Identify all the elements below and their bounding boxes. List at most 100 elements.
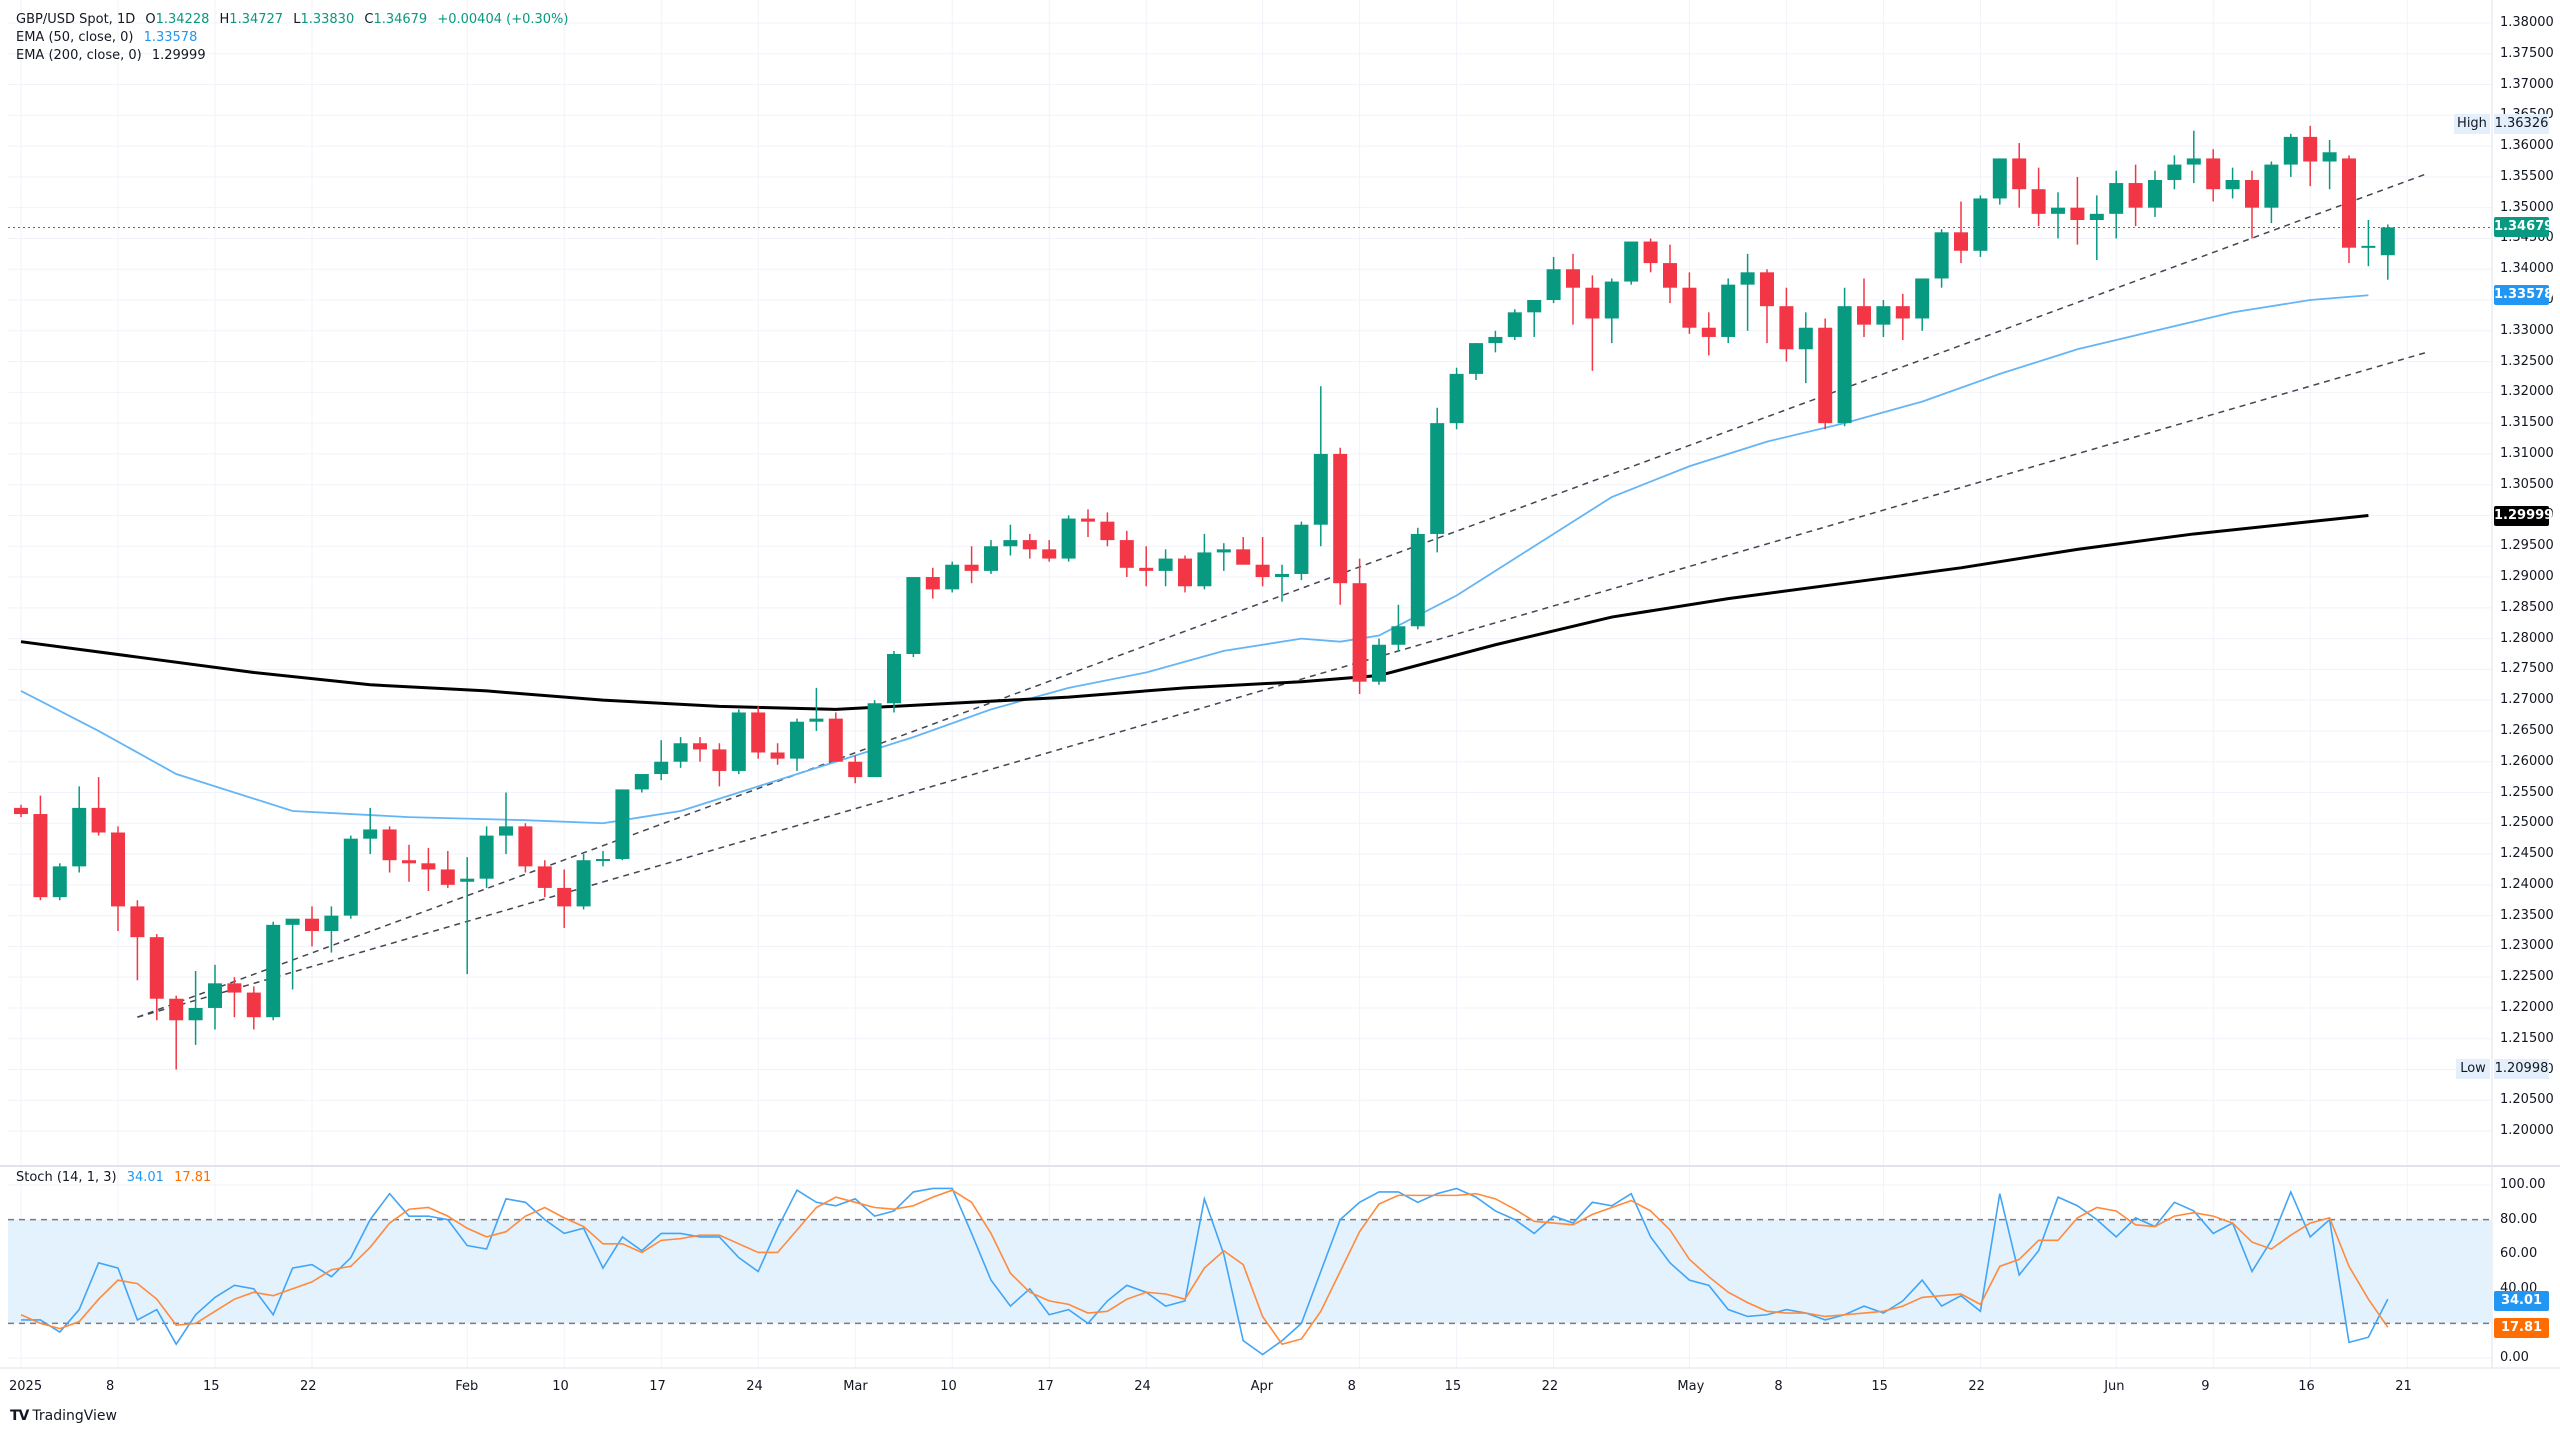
price-tick: 1.27500 <box>2500 661 2554 677</box>
price-tick: 1.37500 <box>2500 45 2554 61</box>
change-value: +0.00404 (+0.30%) <box>437 12 569 27</box>
high-value: 1.34727 <box>229 12 284 27</box>
close-value: 1.34679 <box>373 12 428 27</box>
price-tick: 1.23000 <box>2500 938 2554 954</box>
tradingview-logo[interactable]: TV TradingView <box>10 1408 117 1424</box>
symbol-label: GBP/USD Spot, 1D <box>16 12 136 27</box>
last-price-tag: 1.34679 <box>2494 217 2553 238</box>
ema-lines <box>20 294 2369 825</box>
price-tick: 1.23500 <box>2500 907 2554 923</box>
stoch-tick: 100.00 <box>2500 1177 2546 1192</box>
ema50-label: EMA (50, close, 0) <box>16 30 134 45</box>
time-tick: 10 <box>940 1379 957 1394</box>
high-label: H <box>219 12 230 27</box>
price-tick: 1.25500 <box>2500 784 2554 800</box>
price-tick: 1.35000 <box>2500 199 2554 215</box>
time-tick: 15 <box>1871 1379 1888 1394</box>
time-tick: 17 <box>1037 1379 1054 1394</box>
grid-lines <box>0 0 2560 1369</box>
high-tag-label: High <box>2454 114 2490 134</box>
price-tick: 1.31500 <box>2500 415 2554 431</box>
time-tick: Apr <box>1250 1379 1274 1394</box>
price-tick: 1.26500 <box>2500 722 2554 738</box>
ema200-label: EMA (200, close, 0) <box>16 48 142 63</box>
time-tick: 16 <box>2298 1379 2315 1394</box>
stoch-legend[interactable]: Stoch (14, 1, 3) 34.01 17.81 <box>16 1170 217 1185</box>
time-tick: 24 <box>1134 1379 1151 1394</box>
stoch-level-lines <box>8 1218 2492 1325</box>
price-tick: 1.20500 <box>2500 1092 2554 1108</box>
price-tick: 1.36000 <box>2500 138 2554 154</box>
time-tick: May <box>1677 1379 1705 1394</box>
time-tick: 21 <box>2395 1379 2412 1394</box>
ema50-tag: 1.33578 <box>2494 285 2553 306</box>
low-value: 1.33830 <box>300 12 355 27</box>
price-tick: 1.38000 <box>2500 15 2554 30</box>
stoch-tick: 0.00 <box>2500 1350 2529 1365</box>
open-label: O <box>145 12 156 27</box>
price-tick: 1.22500 <box>2500 969 2554 985</box>
stoch-d-tag: 17.81 <box>2494 1318 2549 1338</box>
price-tick: 1.37000 <box>2500 76 2554 92</box>
ema200-legend[interactable]: EMA (200, close, 0) 1.29999 <box>16 48 212 63</box>
ema200-value: 1.29999 <box>151 48 206 63</box>
time-tick: Mar <box>843 1379 868 1394</box>
close-label: C <box>364 12 374 27</box>
low-label: L <box>293 12 301 27</box>
symbol-legend[interactable]: GBP/USD Spot, 1D O1.34228 H1.34727 L1.33… <box>16 12 574 27</box>
trendlines[interactable] <box>137 173 2427 1018</box>
time-tick: 24 <box>746 1379 763 1394</box>
stoch-band <box>8 1219 2492 1324</box>
time-tick: 8 <box>106 1379 115 1394</box>
time-tick: 15 <box>1444 1379 1462 1394</box>
price-tick: 1.32500 <box>2500 353 2554 369</box>
price-tick: 1.21500 <box>2500 1030 2554 1046</box>
price-tick: 1.26000 <box>2500 753 2554 769</box>
high-tag-value: 1.36326 <box>2494 114 2549 134</box>
price-tick: 1.25000 <box>2500 815 2554 831</box>
stoch-d-value: 17.81 <box>174 1170 212 1185</box>
price-tick: 1.29000 <box>2500 569 2554 585</box>
time-tick: 2025 <box>9 1379 43 1394</box>
stoch-tick: 80.00 <box>2500 1211 2538 1227</box>
price-tick: 1.27000 <box>2500 692 2554 708</box>
stoch-k-value: 34.01 <box>126 1170 164 1185</box>
price-tick: 1.28000 <box>2500 630 2554 646</box>
price-tick: 1.28500 <box>2500 599 2554 615</box>
time-tick: Feb <box>455 1379 479 1394</box>
time-tick: 22 <box>1968 1379 1985 1394</box>
ema200-tag: 1.29999 <box>2494 505 2553 526</box>
time-tick: 22 <box>300 1379 317 1394</box>
price-tick: 1.30500 <box>2500 476 2554 492</box>
time-tick: 17 <box>649 1379 666 1394</box>
candlesticks <box>14 125 2395 1070</box>
price-tick: 1.24500 <box>2500 846 2554 862</box>
price-tick: 1.22000 <box>2500 999 2554 1015</box>
price-tick: 1.29500 <box>2500 538 2554 554</box>
time-tick: 8 <box>1774 1379 1783 1394</box>
tradingview-logo-text: TradingView <box>32 1408 117 1424</box>
time-tick: 15 <box>203 1379 220 1394</box>
price-tick: 1.20000 <box>2500 1123 2554 1139</box>
stoch-k-tag: 34.01 <box>2494 1291 2549 1311</box>
time-tick: 9 <box>2201 1379 2210 1394</box>
ema50-legend[interactable]: EMA (50, close, 0) 1.33578 <box>16 30 203 45</box>
stoch-tick: 60.00 <box>2500 1246 2538 1262</box>
open-value: 1.34228 <box>155 12 210 27</box>
time-tick: Jun <box>2104 1379 2125 1394</box>
price-tick: 1.33000 <box>2500 322 2554 338</box>
stoch-label: Stoch (14, 1, 3) <box>16 1170 117 1185</box>
tradingview-logo-icon: TV <box>10 1408 29 1424</box>
low-tag-value: 1.20998 <box>2494 1059 2549 1079</box>
time-tick: 22 <box>1541 1379 1559 1394</box>
price-tick: 1.35500 <box>2500 168 2554 184</box>
stoch-lines <box>20 1187 2389 1356</box>
price-tick: 1.32000 <box>2500 384 2554 400</box>
low-tag-label: Low <box>2456 1059 2490 1079</box>
price-tick: 1.34000 <box>2500 261 2554 277</box>
ema50-value: 1.33578 <box>143 30 198 45</box>
time-tick: 10 <box>552 1379 569 1394</box>
time-tick: 8 <box>1347 1379 1356 1394</box>
price-tick: 1.24000 <box>2500 876 2554 892</box>
